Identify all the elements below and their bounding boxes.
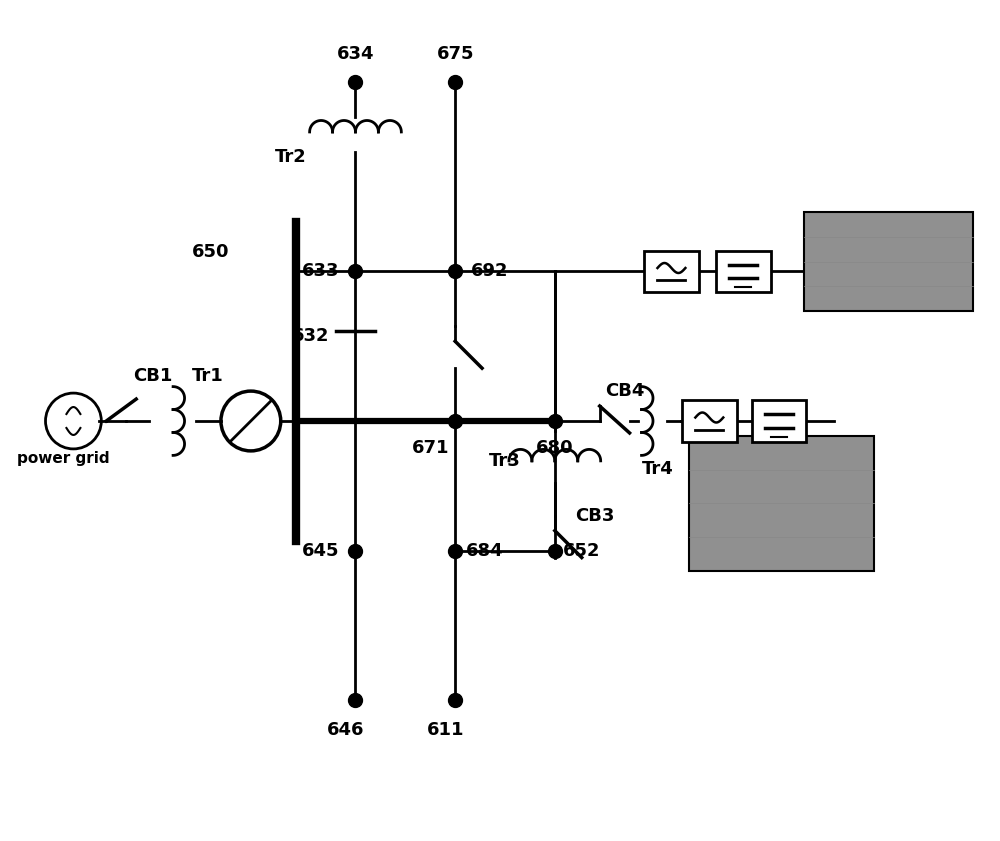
Text: 611: 611 <box>426 721 464 739</box>
Point <box>347 544 363 558</box>
Text: CB3: CB3 <box>575 506 614 525</box>
Point <box>447 415 463 428</box>
Point <box>447 265 463 278</box>
Point <box>347 76 363 89</box>
Text: 632: 632 <box>292 327 329 346</box>
Text: 675: 675 <box>436 45 474 63</box>
Text: 692: 692 <box>471 262 509 281</box>
FancyBboxPatch shape <box>689 436 874 570</box>
Point <box>447 544 463 558</box>
Text: 652: 652 <box>563 542 600 559</box>
Text: 680: 680 <box>536 439 574 457</box>
FancyBboxPatch shape <box>752 400 806 442</box>
FancyBboxPatch shape <box>682 400 737 442</box>
Point <box>347 693 363 706</box>
Text: 633: 633 <box>302 262 339 281</box>
Text: Tr3: Tr3 <box>489 452 521 470</box>
Text: 650: 650 <box>192 242 230 261</box>
Text: 646: 646 <box>327 721 364 739</box>
Point <box>547 544 563 558</box>
FancyBboxPatch shape <box>716 251 771 293</box>
Text: power grid: power grid <box>17 452 110 467</box>
Text: CB4: CB4 <box>605 382 644 400</box>
Text: 684: 684 <box>466 542 504 559</box>
Point <box>447 76 463 89</box>
FancyBboxPatch shape <box>804 212 973 311</box>
Point <box>547 415 563 428</box>
Text: 634: 634 <box>337 45 374 63</box>
Point <box>347 265 363 278</box>
Text: Tr4: Tr4 <box>642 460 673 478</box>
Text: 645: 645 <box>302 542 339 559</box>
Text: Tr2: Tr2 <box>275 148 307 166</box>
Text: CB1: CB1 <box>133 368 173 385</box>
FancyBboxPatch shape <box>644 251 699 293</box>
Point <box>447 693 463 706</box>
Text: 671: 671 <box>411 439 449 457</box>
Text: Tr1: Tr1 <box>192 368 224 385</box>
